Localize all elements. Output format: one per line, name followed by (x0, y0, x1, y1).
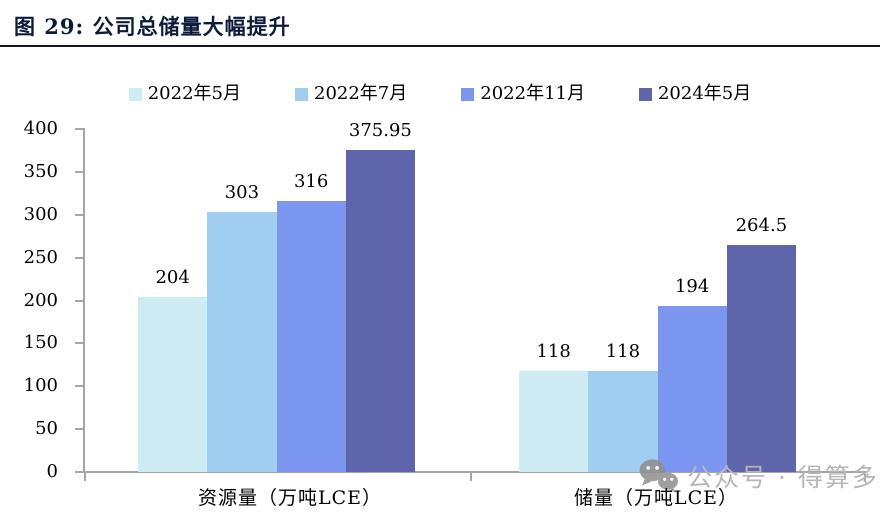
y-axis-tick (75, 299, 84, 302)
y-axis-tick-label: 250 (23, 246, 58, 268)
y-axis-tick (75, 471, 84, 473)
legend-item: 2022年7月 (295, 84, 407, 104)
y-axis-tick (75, 128, 84, 130)
legend-item: 2022年5月 (128, 83, 241, 104)
bar-value-label: 264.5 (735, 215, 788, 237)
bar-value-label: 303 (224, 182, 260, 204)
y-axis-line (83, 128, 85, 473)
y-axis-tick-label: 0 (46, 461, 58, 482)
legend-swatch (128, 87, 142, 101)
y-axis-tick (75, 428, 84, 431)
x-axis-tick (864, 472, 866, 481)
wechat-icon (639, 459, 678, 494)
y-axis-tick (75, 256, 84, 259)
legend-swatch (295, 87, 308, 101)
bar (276, 201, 346, 472)
y-axis-tick (75, 342, 84, 345)
bar-value-label: 204 (155, 267, 190, 289)
y-axis-tick-label: 50 (35, 418, 58, 440)
legend-label: 2022年7月 (314, 83, 408, 104)
legend-label: 2024年5月 (657, 83, 752, 104)
bar (588, 370, 658, 472)
legend-label: 2022年5月 (147, 83, 241, 104)
bar (519, 370, 589, 472)
legend-swatch (638, 87, 652, 101)
bar-value-label: 194 (674, 275, 710, 297)
x-axis-tick (469, 472, 472, 481)
bar-value-label: 375.95 (348, 119, 412, 141)
bar-value-label: 118 (605, 340, 641, 362)
title-divider (0, 45, 880, 47)
legend-item: 2022年11月 (461, 84, 585, 104)
y-axis-tick (75, 213, 84, 216)
legend-label: 2022年11月 (480, 83, 585, 104)
y-axis-tick (75, 170, 84, 173)
legend-swatch (461, 87, 475, 101)
bar-value-label: 316 (293, 171, 329, 193)
bar (345, 149, 415, 472)
figure-title: 图 29: 公司总储量大幅提升 (14, 14, 291, 39)
y-axis-tick (75, 385, 84, 388)
y-axis-tick-label: 300 (23, 203, 58, 225)
chart-legend: 2022年5月 2022年7月 2022年11月 2024年5月 (0, 84, 880, 104)
y-axis-tick-label: 200 (23, 289, 58, 311)
x-axis-category-label: 储量（万吨LCE） (573, 487, 739, 509)
y-axis-tick-label: 400 (23, 118, 58, 139)
bar (207, 212, 277, 472)
x-axis-tick (84, 472, 86, 481)
watermark: 公众号 · 得算多 (638, 458, 879, 494)
y-axis-tick-label: 100 (23, 375, 58, 397)
bar (138, 297, 208, 472)
bar (726, 245, 796, 472)
x-axis-category-label: 资源量（万吨LCE） (197, 487, 383, 509)
y-axis-tick-label: 150 (23, 332, 58, 354)
bar-value-label: 118 (536, 340, 571, 362)
bar (657, 305, 727, 472)
legend-item: 2024年5月 (638, 83, 752, 104)
watermark-text: 公众号 · 得算多 (687, 463, 879, 492)
y-axis-tick-label: 350 (23, 160, 58, 182)
